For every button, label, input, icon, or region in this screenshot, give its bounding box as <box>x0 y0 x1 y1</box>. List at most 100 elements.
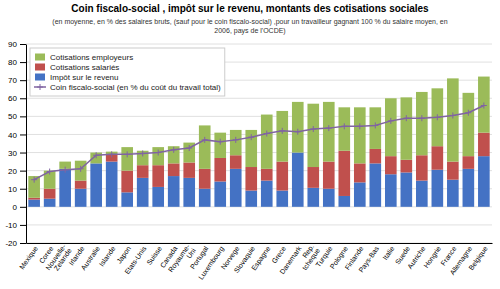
bar <box>230 130 242 155</box>
bar <box>354 163 366 182</box>
bar <box>168 176 180 207</box>
legend-label: Impôt sur le revenu <box>50 73 118 82</box>
legend-item: Coin fiscalo-social (en % du coût du tra… <box>34 83 221 92</box>
chart: Coin fiscalo-social , impôt sur le reven… <box>0 0 500 289</box>
legend-label: Cotisations salariés <box>50 63 119 72</box>
tick-mark <box>20 116 26 117</box>
bar <box>59 169 71 207</box>
grid-line <box>26 243 492 244</box>
marker <box>155 150 161 156</box>
marker <box>233 137 239 143</box>
bar <box>90 163 102 206</box>
bar <box>432 170 444 207</box>
bar <box>245 191 257 207</box>
tick-label: 70 <box>8 76 17 85</box>
bar <box>44 199 56 207</box>
legend-swatch <box>35 54 45 61</box>
bar <box>478 156 490 207</box>
tick: Australie <box>80 245 101 271</box>
tick-label: 10 <box>8 185 17 194</box>
bar <box>307 188 319 207</box>
tick-label-line: Pays-Bas <box>357 245 381 275</box>
tick-label-line: Belgique <box>467 245 489 272</box>
bar <box>447 78 459 161</box>
tick: Hongrie <box>422 245 443 270</box>
tick-label-line: Espagne <box>250 245 272 272</box>
bar <box>369 107 381 149</box>
bar <box>199 189 211 207</box>
tick: -20 <box>5 239 26 248</box>
axis-line <box>27 243 493 244</box>
marker <box>403 115 409 121</box>
bar <box>199 125 211 168</box>
tick-label: Italie <box>381 245 395 261</box>
tick-mark <box>20 189 26 190</box>
tick-label-line: Etats-Unis <box>123 245 148 276</box>
tick-label: Mexique <box>18 245 40 271</box>
tick-label: Australie <box>80 245 101 271</box>
title-block: Coin fiscalo-social , impôt sur le reven… <box>52 3 447 35</box>
bar <box>416 92 428 155</box>
bar <box>28 198 40 200</box>
bar <box>354 182 366 206</box>
tick-mark <box>20 134 26 135</box>
legend-item: Cotisations employeurs <box>35 53 133 62</box>
bar <box>401 172 413 206</box>
tick-mark <box>20 80 26 81</box>
marker <box>109 151 115 157</box>
tick-label: Espagne <box>250 245 272 272</box>
title: Coin fiscalo-social , impôt sur le reven… <box>71 3 429 14</box>
bar <box>354 107 366 163</box>
marker <box>279 128 285 134</box>
bar <box>447 180 459 207</box>
bar <box>401 160 413 173</box>
marker <box>450 112 456 118</box>
marker <box>264 131 270 137</box>
grid-line <box>26 44 492 45</box>
bar <box>385 174 397 207</box>
marker <box>62 167 68 173</box>
bar <box>152 187 164 207</box>
tick-label: 90 <box>8 40 17 49</box>
tick: Italie <box>381 245 395 261</box>
bar <box>183 178 195 207</box>
legend-item: Cotisations salariés <box>35 63 119 72</box>
legend-marker <box>37 84 43 90</box>
bar <box>75 189 87 207</box>
legend-item: Impôt sur le revenu <box>35 73 118 82</box>
tick: 30 <box>8 149 26 158</box>
tick-label-line: Hongrie <box>422 245 443 270</box>
bar <box>338 107 350 150</box>
bar <box>168 163 180 176</box>
bar <box>121 171 133 193</box>
tick-label: 20 <box>8 167 17 176</box>
tick: Espagne <box>250 245 272 272</box>
bar <box>137 178 149 207</box>
tick-mark <box>20 44 26 45</box>
tick: Islande <box>98 245 117 268</box>
bar <box>323 162 335 189</box>
bar <box>416 155 428 180</box>
line <box>34 106 484 180</box>
bar <box>137 165 149 178</box>
bar <box>307 167 319 188</box>
bar <box>338 196 350 207</box>
bar <box>214 133 226 158</box>
bar <box>230 169 242 207</box>
tick: 70 <box>8 76 26 85</box>
bar <box>401 97 413 159</box>
tick: 90 <box>8 40 26 49</box>
marker <box>481 103 487 109</box>
x-axis: MexiqueCoreeNouvelle-ZelandeIrlandeAustr… <box>18 242 492 281</box>
tick-mark <box>20 62 26 63</box>
bar <box>323 189 335 207</box>
bar <box>432 146 444 170</box>
bar <box>276 162 288 191</box>
tick: Etats-Unis <box>123 245 148 276</box>
bar <box>261 181 273 207</box>
tick-label: Hongrie <box>422 245 443 270</box>
legend-label: Coin fiscalo-social (en % du coût du tra… <box>50 83 221 92</box>
tick-label: 40 <box>8 131 17 140</box>
bar <box>338 151 350 196</box>
bar <box>307 104 319 167</box>
